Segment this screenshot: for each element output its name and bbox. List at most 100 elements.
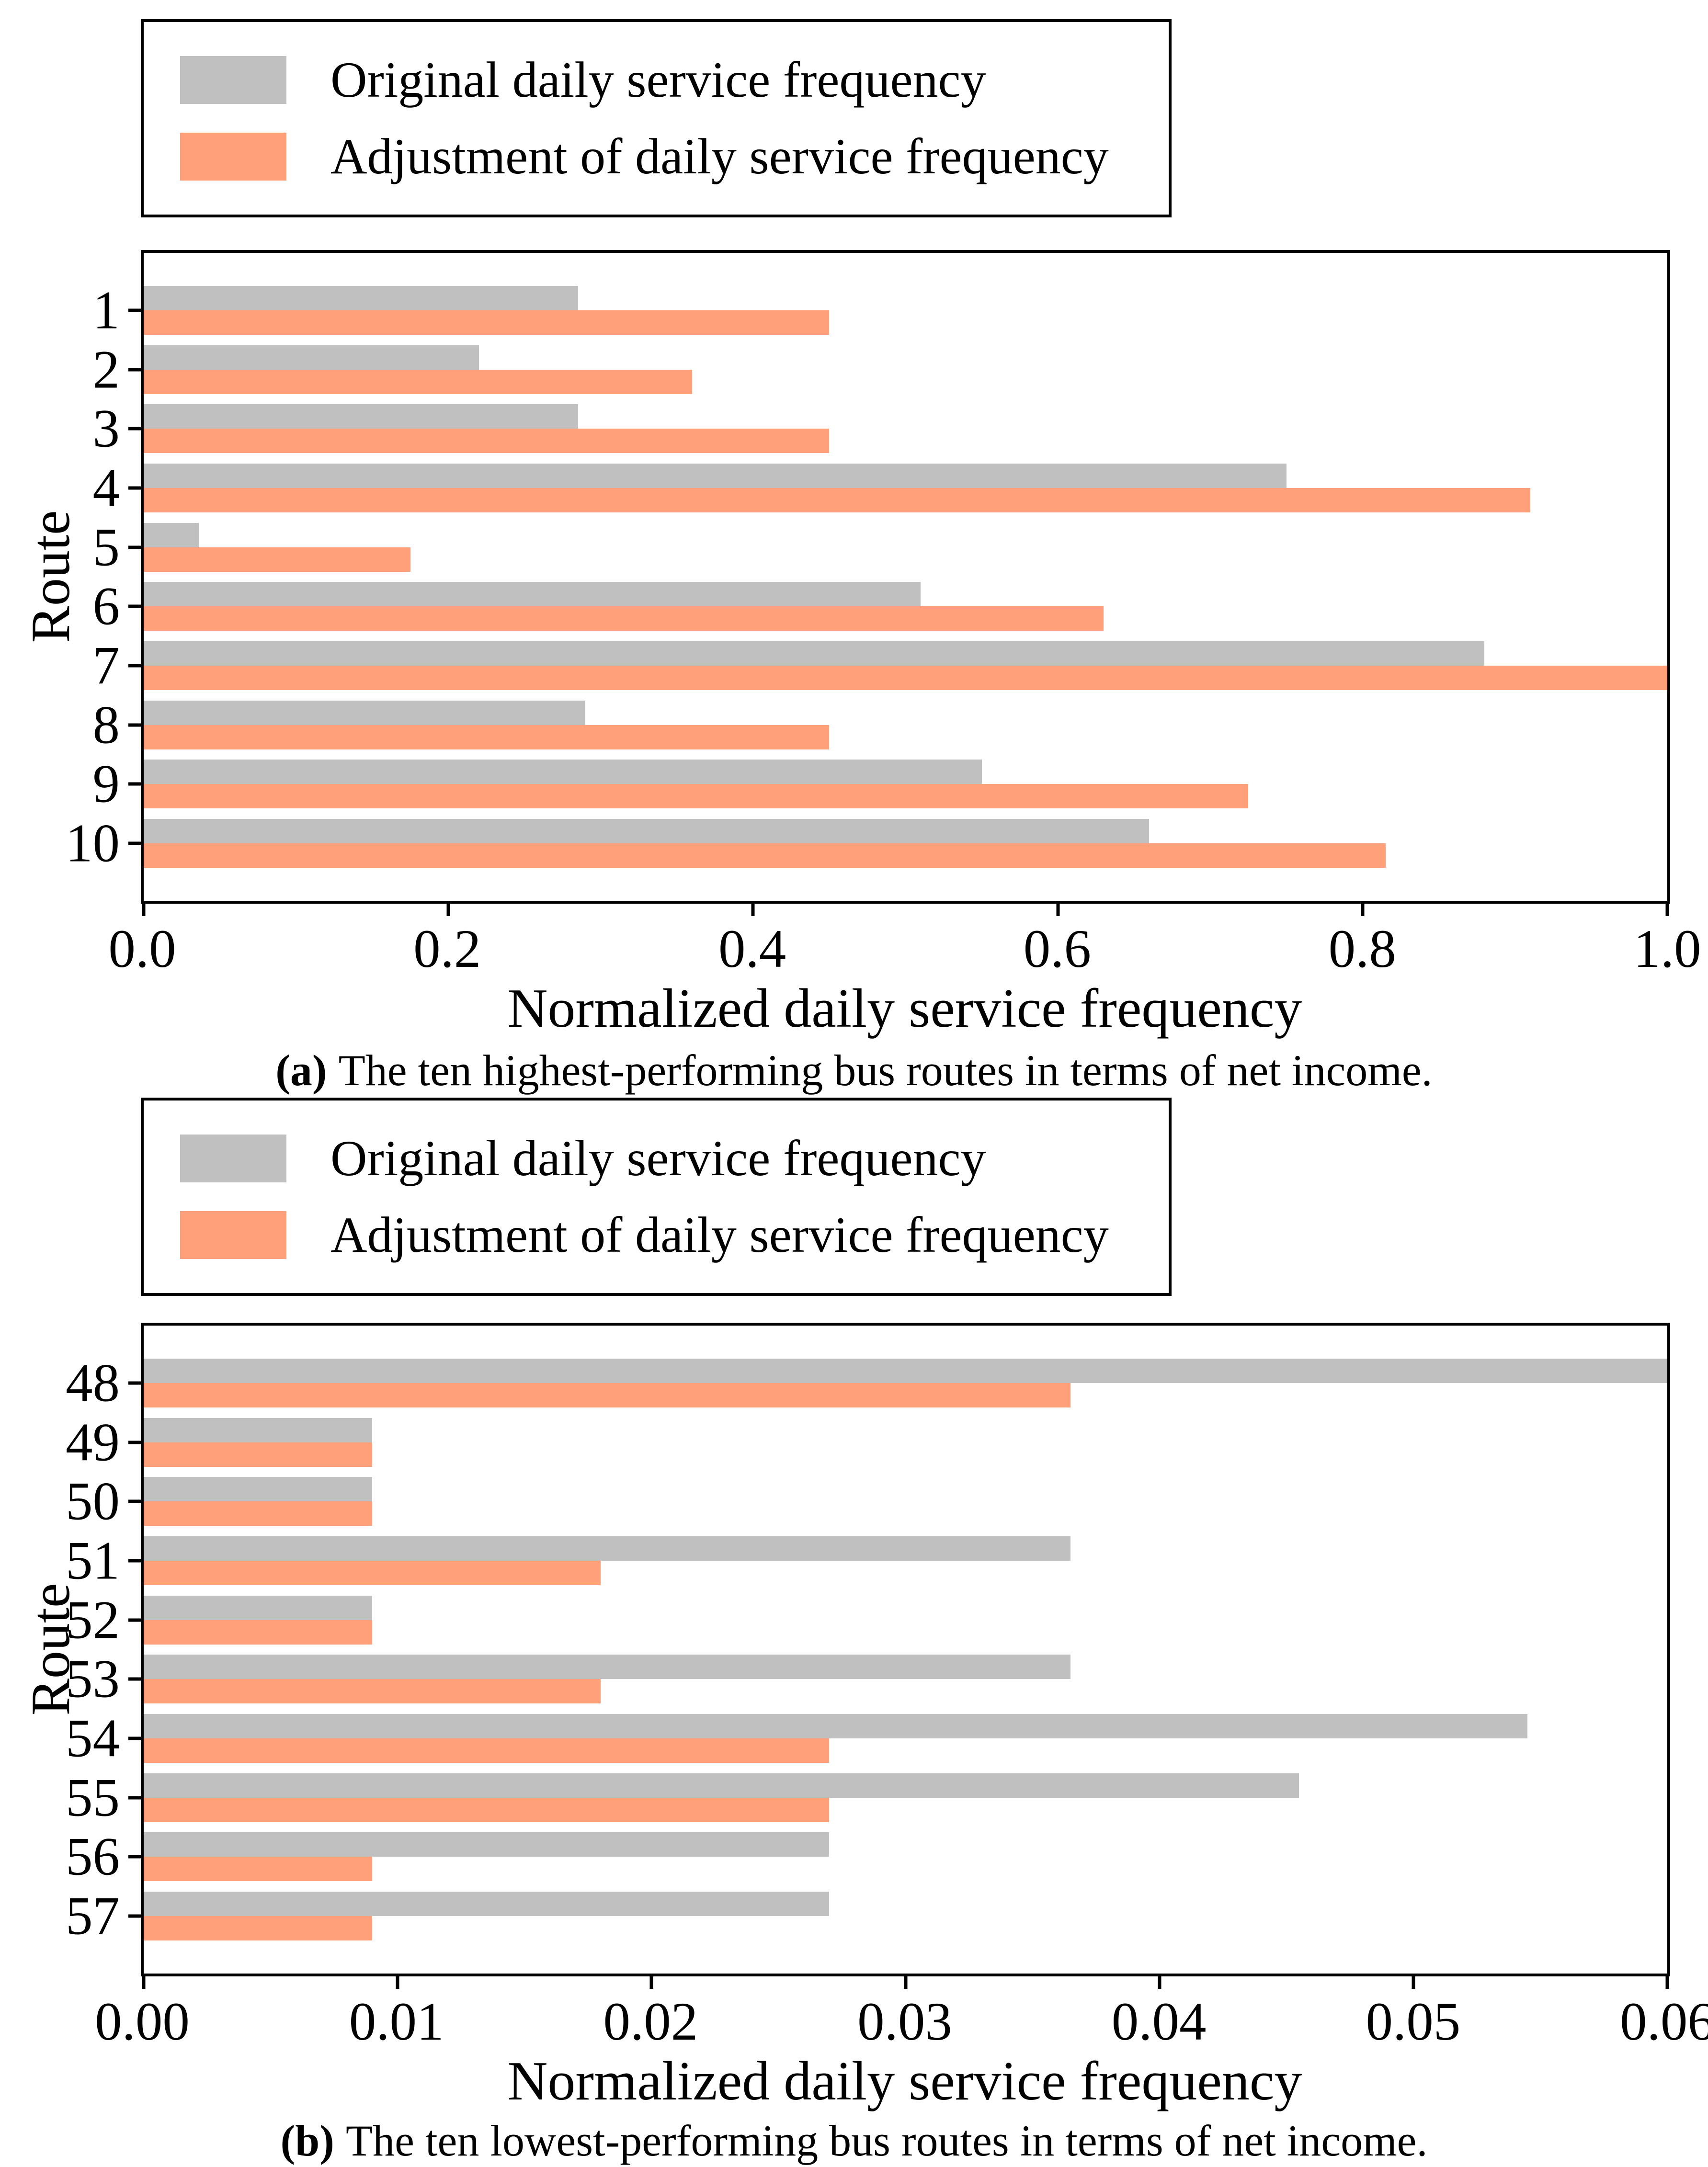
route-group-1: 1 — [93, 281, 1667, 340]
y-tick-label: 51 — [66, 1531, 120, 1591]
bar-original — [144, 1595, 373, 1620]
x-tick-mark — [396, 1976, 399, 1989]
route-group-52: 52 — [66, 1590, 1667, 1650]
y-tick-label: 9 — [92, 754, 120, 814]
x-tick-mark — [751, 904, 755, 916]
route-group-5: 5 — [93, 518, 1667, 577]
bar-adjustment — [144, 1679, 601, 1704]
y-tick-mark — [128, 368, 141, 372]
y-tick-mark — [128, 1441, 141, 1444]
bar-original — [144, 285, 578, 310]
bar-adjustment — [144, 1442, 373, 1467]
caption-chart-b: (b) The ten lowest-performing bus routes … — [0, 2114, 1708, 2167]
bar-adjustment — [144, 784, 1249, 809]
x-axis-label-chart-a: Normalized daily service frequency — [507, 978, 1302, 1039]
caption-text-b: The ten lowest-performing bus routes in … — [345, 2116, 1428, 2165]
bar-adjustment — [144, 1501, 373, 1526]
route-group-53: 53 — [66, 1650, 1667, 1709]
caption-tag-b: (b) — [280, 2116, 334, 2165]
bar-adjustment — [144, 1620, 373, 1645]
x-tick-labels-chart-a: 0.0 0.2 0.4 0.6 0.8 1.0 — [108, 919, 1701, 982]
legend-item-original: Original daily service frequency — [180, 52, 1169, 107]
route-group-50: 50 — [66, 1472, 1667, 1531]
x-tick-label: 0.0 — [108, 919, 176, 979]
route-group-56: 56 — [66, 1827, 1667, 1887]
x-tick-label: 1.0 — [1633, 919, 1701, 979]
bar-original — [144, 582, 921, 607]
caption-chart-a: (a) The ten highest-performing bus routes… — [0, 1044, 1708, 1097]
y-tick-label: 55 — [66, 1768, 120, 1828]
bar-adjustment — [144, 1797, 830, 1822]
x-tick-label: 0.4 — [718, 919, 786, 979]
bar-original — [144, 463, 1287, 488]
x-tick-mark — [1665, 904, 1669, 916]
bar-original — [144, 641, 1485, 666]
y-tick-mark — [128, 1677, 141, 1681]
bar-original — [144, 345, 479, 370]
y-tick-mark — [128, 427, 141, 431]
y-tick-label: 2 — [92, 340, 120, 400]
x-tick-label: 0.02 — [603, 1992, 698, 2052]
y-tick-label: 54 — [66, 1708, 120, 1769]
route-group-3: 3 — [93, 399, 1667, 458]
bar-adjustment — [144, 1560, 601, 1585]
y-tick-mark — [128, 1796, 141, 1800]
bar-original — [144, 522, 199, 547]
route-group-48: 48 — [66, 1353, 1667, 1413]
bar-original — [144, 1832, 830, 1857]
route-group-4: 4 — [93, 458, 1667, 518]
bar-adjustment — [144, 666, 1667, 691]
bar-adjustment — [144, 1383, 1071, 1407]
bar-adjustment — [144, 1857, 373, 1882]
x-axis-label-chart-b: Normalized daily service frequency — [507, 2051, 1302, 2112]
legend-swatch-original — [180, 56, 286, 104]
plot-area-chart-a: 1 2 3 4 5 6 7 8 9 10 — [66, 250, 1670, 916]
bar-original — [144, 1773, 1299, 1798]
route-group-55: 55 — [66, 1768, 1667, 1827]
x-tick-mark — [904, 1976, 907, 1989]
bar-adjustment — [144, 1738, 830, 1763]
x-tick-label: 0.01 — [349, 1992, 444, 2052]
y-tick-mark — [128, 1618, 141, 1622]
y-tick-mark — [128, 1559, 141, 1563]
x-tick-label: 0.05 — [1366, 1992, 1461, 2052]
x-tick-labels-chart-b: 0.00 0.01 0.02 0.03 0.04 0.05 0.06 — [95, 1992, 1708, 2054]
bar-adjustment — [144, 310, 830, 335]
bar-adjustment — [144, 606, 1104, 631]
y-tick-mark — [128, 545, 141, 549]
x-tick-label: 0.2 — [413, 919, 481, 979]
route-group-9: 9 — [93, 755, 1667, 814]
legend-item-adjustment: Adjustment of daily service frequency — [180, 1207, 1169, 1262]
bar-adjustment — [144, 429, 830, 454]
bar-original — [144, 700, 586, 725]
x-tick-mark — [649, 1976, 653, 1989]
caption-tag-a: (a) — [275, 1046, 327, 1095]
legend-item-original: Original daily service frequency — [180, 1131, 1169, 1186]
y-tick-label: 53 — [66, 1649, 120, 1709]
legend-swatch-original — [180, 1134, 286, 1182]
y-tick-label: 7 — [92, 635, 120, 696]
y-tick-label: 49 — [66, 1412, 120, 1473]
y-tick-mark — [128, 1855, 141, 1859]
y-tick-label: 6 — [92, 576, 120, 636]
bar-original — [144, 1536, 1071, 1561]
y-tick-mark — [128, 1914, 141, 1918]
x-tick-label: 0.04 — [1111, 1992, 1207, 2052]
y-tick-label: 4 — [92, 458, 120, 518]
route-group-2: 2 — [93, 340, 1667, 399]
legend-swatch-adjustment — [180, 133, 286, 181]
bar-adjustment — [144, 1916, 373, 1941]
bar-original — [144, 1892, 830, 1917]
route-group-10: 10 — [66, 814, 1667, 873]
plot-area-chart-b: 48 49 50 51 52 53 54 55 56 57 — [66, 1323, 1670, 1989]
x-tick-label: 0.00 — [95, 1992, 190, 2052]
route-group-51: 51 — [66, 1531, 1667, 1590]
y-tick-label: 8 — [92, 695, 120, 755]
bar-adjustment — [144, 843, 1386, 868]
legend-label-original: Original daily service frequency — [330, 1130, 986, 1186]
x-tick-mark — [1665, 1976, 1669, 1989]
y-tick-label: 5 — [92, 517, 120, 578]
x-tick-mark — [446, 904, 450, 916]
route-group-49: 49 — [66, 1413, 1667, 1472]
y-axis-label-chart-b: Route — [20, 1583, 81, 1716]
